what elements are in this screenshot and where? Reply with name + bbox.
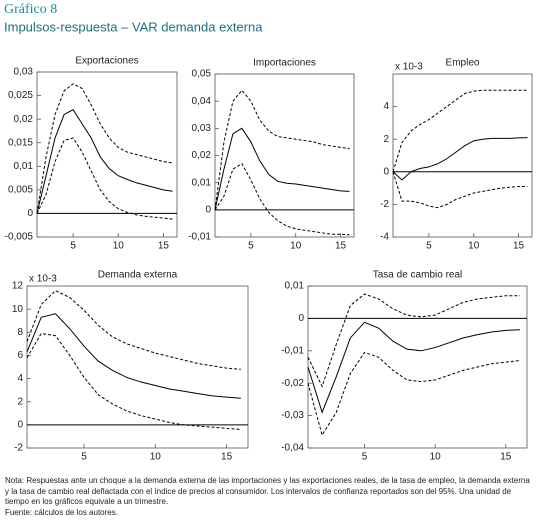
plot-frame <box>307 285 528 449</box>
y-tick-label: -0,01 <box>188 232 211 243</box>
y-tick-label: 0,025 <box>8 90 33 101</box>
y-tick-label: 8 <box>17 327 23 338</box>
y-multiplier: x 10-3 <box>395 62 423 73</box>
confidence-band-line <box>392 171 528 209</box>
x-tick-label: 10 <box>113 241 125 252</box>
plot-frame <box>392 73 533 238</box>
figure-title: Impulsos-respuesta – VAR demanda externa <box>4 19 263 34</box>
confidence-band-line <box>26 290 241 370</box>
x-tick-label: 10 <box>150 452 162 463</box>
note-text: Nota: Respuestas ante un choque a la dem… <box>5 476 530 506</box>
y-tick-label: 0 <box>383 166 389 177</box>
figure: Gráfico 8 Impulsos-respuesta – VAR deman… <box>4 2 533 463</box>
y-tick-label: -0,04 <box>281 443 304 454</box>
x-tick-label: 15 <box>221 452 233 463</box>
x-tick-label: 10 <box>290 241 302 252</box>
y-tick-label: 0 <box>205 204 211 215</box>
chart-title: Empleo <box>446 58 480 69</box>
y-tick-label: 2 <box>17 396 23 407</box>
y-tick-label: 12 <box>12 281 24 292</box>
y-multiplier: x 10-3 <box>29 274 57 285</box>
plot-frame <box>36 71 178 238</box>
x-tick-label: 5 <box>426 241 432 252</box>
confidence-band-line <box>26 332 241 430</box>
confidence-band-line <box>214 162 350 236</box>
y-tick-label: 0,015 <box>8 137 33 148</box>
x-tick-label: 15 <box>513 241 525 252</box>
x-tick-label: 5 <box>248 241 254 252</box>
y-tick-label: 0 <box>298 313 304 324</box>
chart-title: Tasa de cambio real <box>373 270 463 281</box>
chart-title: Importaciones <box>253 58 316 69</box>
y-tick-label: -0,02 <box>281 378 304 389</box>
x-tick-label: 10 <box>430 452 442 463</box>
y-tick-label: -0,01 <box>281 345 304 356</box>
figure-label: Gráfico 8 <box>4 2 57 17</box>
x-tick-label: 5 <box>362 452 368 463</box>
response-line <box>214 127 350 210</box>
response-line <box>307 321 520 414</box>
x-tick-label: 5 <box>70 241 76 252</box>
chart-title: Exportaciones <box>75 56 138 67</box>
confidence-band-line <box>392 89 528 172</box>
y-tick-label: 2 <box>383 134 389 145</box>
y-tick-label: 0,005 <box>8 184 33 195</box>
confidence-band-line <box>307 351 520 437</box>
y-tick-label: 0,01 <box>285 281 305 292</box>
source-text: Fuente: cálculos de los autores. <box>5 507 118 517</box>
x-tick-label: 10 <box>468 241 480 252</box>
y-tick-label: 0,03 <box>192 123 212 134</box>
y-tick-label: 4 <box>17 373 23 384</box>
x-tick-label: 15 <box>335 241 347 252</box>
notes: Nota: Respuestas ante un choque a la dem… <box>5 476 533 518</box>
y-tick-label: 0,04 <box>192 96 212 107</box>
plot-frame <box>214 73 355 238</box>
y-tick-label: 0,03 <box>14 67 34 78</box>
confidence-band-line <box>214 89 350 210</box>
y-tick-label: 10 <box>12 304 24 315</box>
response-line <box>392 137 528 181</box>
y-tick-label: 0 <box>27 208 33 219</box>
y-tick-label: -2 <box>380 199 389 210</box>
y-tick-label: 0,05 <box>192 69 212 80</box>
x-tick-label: 15 <box>500 452 512 463</box>
response-line <box>26 313 241 399</box>
y-tick-label: 6 <box>17 350 23 361</box>
y-tick-label: -2 <box>14 443 23 454</box>
confidence-band-line <box>36 137 173 220</box>
confidence-band-line <box>36 83 173 214</box>
y-tick-label: -0,03 <box>281 410 304 421</box>
chart-title: Demanda externa <box>98 270 178 281</box>
x-tick-label: 5 <box>81 452 87 463</box>
y-tick-label: 0,02 <box>14 114 34 125</box>
x-tick-label: 15 <box>158 241 170 252</box>
confidence-band-line <box>307 293 520 388</box>
y-tick-label: 4 <box>383 101 389 112</box>
y-tick-label: 0,01 <box>14 161 34 172</box>
response-line <box>36 109 173 214</box>
y-tick-label: 0 <box>17 419 23 430</box>
y-tick-label: 0,01 <box>192 177 212 188</box>
y-tick-label: 0,02 <box>192 150 212 161</box>
y-tick-label: -0,005 <box>5 232 34 243</box>
plot-frame <box>26 285 249 449</box>
y-tick-label: -4 <box>380 232 389 243</box>
